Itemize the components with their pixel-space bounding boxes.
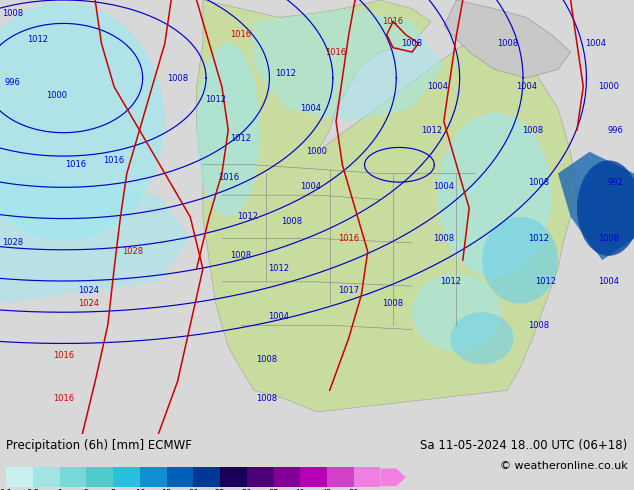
Text: 1024: 1024: [78, 299, 100, 308]
Text: 1017: 1017: [338, 286, 359, 295]
Ellipse shape: [437, 113, 552, 277]
Bar: [327, 467, 354, 487]
Text: 1000: 1000: [306, 147, 328, 156]
Text: 1004: 1004: [300, 182, 321, 191]
Text: 1008: 1008: [382, 299, 404, 308]
Text: 1008: 1008: [281, 217, 302, 226]
Ellipse shape: [482, 217, 558, 303]
Text: Precipitation (6h) [mm] ECMWF: Precipitation (6h) [mm] ECMWF: [6, 439, 192, 452]
Text: 1012: 1012: [420, 125, 442, 135]
Text: 996: 996: [607, 125, 623, 135]
Text: 1016: 1016: [103, 156, 125, 165]
Text: 1000: 1000: [598, 82, 619, 91]
Polygon shape: [197, 0, 577, 412]
Text: 1004: 1004: [427, 82, 448, 91]
Bar: [167, 467, 193, 487]
Text: 1016: 1016: [217, 173, 239, 182]
Ellipse shape: [0, 2, 165, 241]
Text: 1012: 1012: [230, 134, 252, 143]
Polygon shape: [0, 173, 190, 304]
Text: 1008: 1008: [598, 234, 619, 243]
FancyArrow shape: [380, 468, 406, 486]
Bar: [247, 467, 273, 487]
Text: 1008: 1008: [401, 39, 423, 48]
Text: 1004: 1004: [268, 312, 290, 321]
Text: 1008: 1008: [167, 74, 188, 82]
Text: 1016: 1016: [53, 351, 74, 360]
Text: 1008: 1008: [2, 8, 23, 18]
Text: 1016: 1016: [65, 160, 87, 169]
Text: 1028: 1028: [2, 238, 23, 247]
Text: 996: 996: [4, 78, 21, 87]
Polygon shape: [254, 9, 444, 122]
Text: 1008: 1008: [230, 251, 252, 260]
Text: 1008: 1008: [496, 39, 518, 48]
Text: 1008: 1008: [528, 321, 550, 330]
Bar: [33, 467, 60, 487]
Text: 1016: 1016: [325, 48, 347, 56]
Text: 1004: 1004: [515, 82, 537, 91]
Text: 1012: 1012: [27, 34, 49, 44]
Bar: [301, 467, 327, 487]
Text: 1008: 1008: [433, 234, 455, 243]
Text: 1004: 1004: [585, 39, 607, 48]
Bar: [60, 467, 86, 487]
Text: 1012: 1012: [439, 277, 461, 286]
Text: 1012: 1012: [236, 212, 258, 221]
Bar: [86, 467, 113, 487]
Text: 1012: 1012: [268, 265, 290, 273]
Text: 1016: 1016: [382, 17, 404, 26]
Text: 1004: 1004: [300, 104, 321, 113]
Text: 1012: 1012: [275, 69, 296, 78]
Bar: [220, 467, 247, 487]
Polygon shape: [558, 152, 634, 260]
Ellipse shape: [197, 44, 260, 217]
Text: 1028: 1028: [122, 247, 144, 256]
Text: 1000: 1000: [46, 91, 68, 100]
Bar: [193, 467, 220, 487]
Text: 1008: 1008: [256, 355, 277, 365]
Ellipse shape: [450, 312, 514, 364]
Bar: [113, 467, 140, 487]
Text: 1008: 1008: [256, 394, 277, 403]
Text: 1016: 1016: [53, 394, 74, 403]
Polygon shape: [444, 0, 571, 78]
Ellipse shape: [577, 160, 634, 256]
Text: 1016: 1016: [338, 234, 359, 243]
Text: 1004: 1004: [433, 182, 455, 191]
Bar: [6, 467, 33, 487]
Text: 1024: 1024: [78, 286, 100, 295]
Text: 1008: 1008: [522, 125, 543, 135]
Text: © weatheronline.co.uk: © weatheronline.co.uk: [500, 461, 628, 471]
Bar: [140, 467, 167, 487]
Text: 992: 992: [607, 178, 623, 187]
Bar: [354, 467, 380, 487]
Text: Sa 11-05-2024 18..00 UTC (06+18): Sa 11-05-2024 18..00 UTC (06+18): [420, 439, 628, 452]
Text: 1012: 1012: [528, 234, 550, 243]
Ellipse shape: [412, 273, 501, 351]
Text: 1004: 1004: [598, 277, 619, 286]
Text: 1012: 1012: [205, 95, 226, 104]
Bar: [273, 467, 301, 487]
Text: 1008: 1008: [528, 178, 550, 187]
Text: 1016: 1016: [230, 30, 252, 39]
Text: 1012: 1012: [534, 277, 556, 286]
